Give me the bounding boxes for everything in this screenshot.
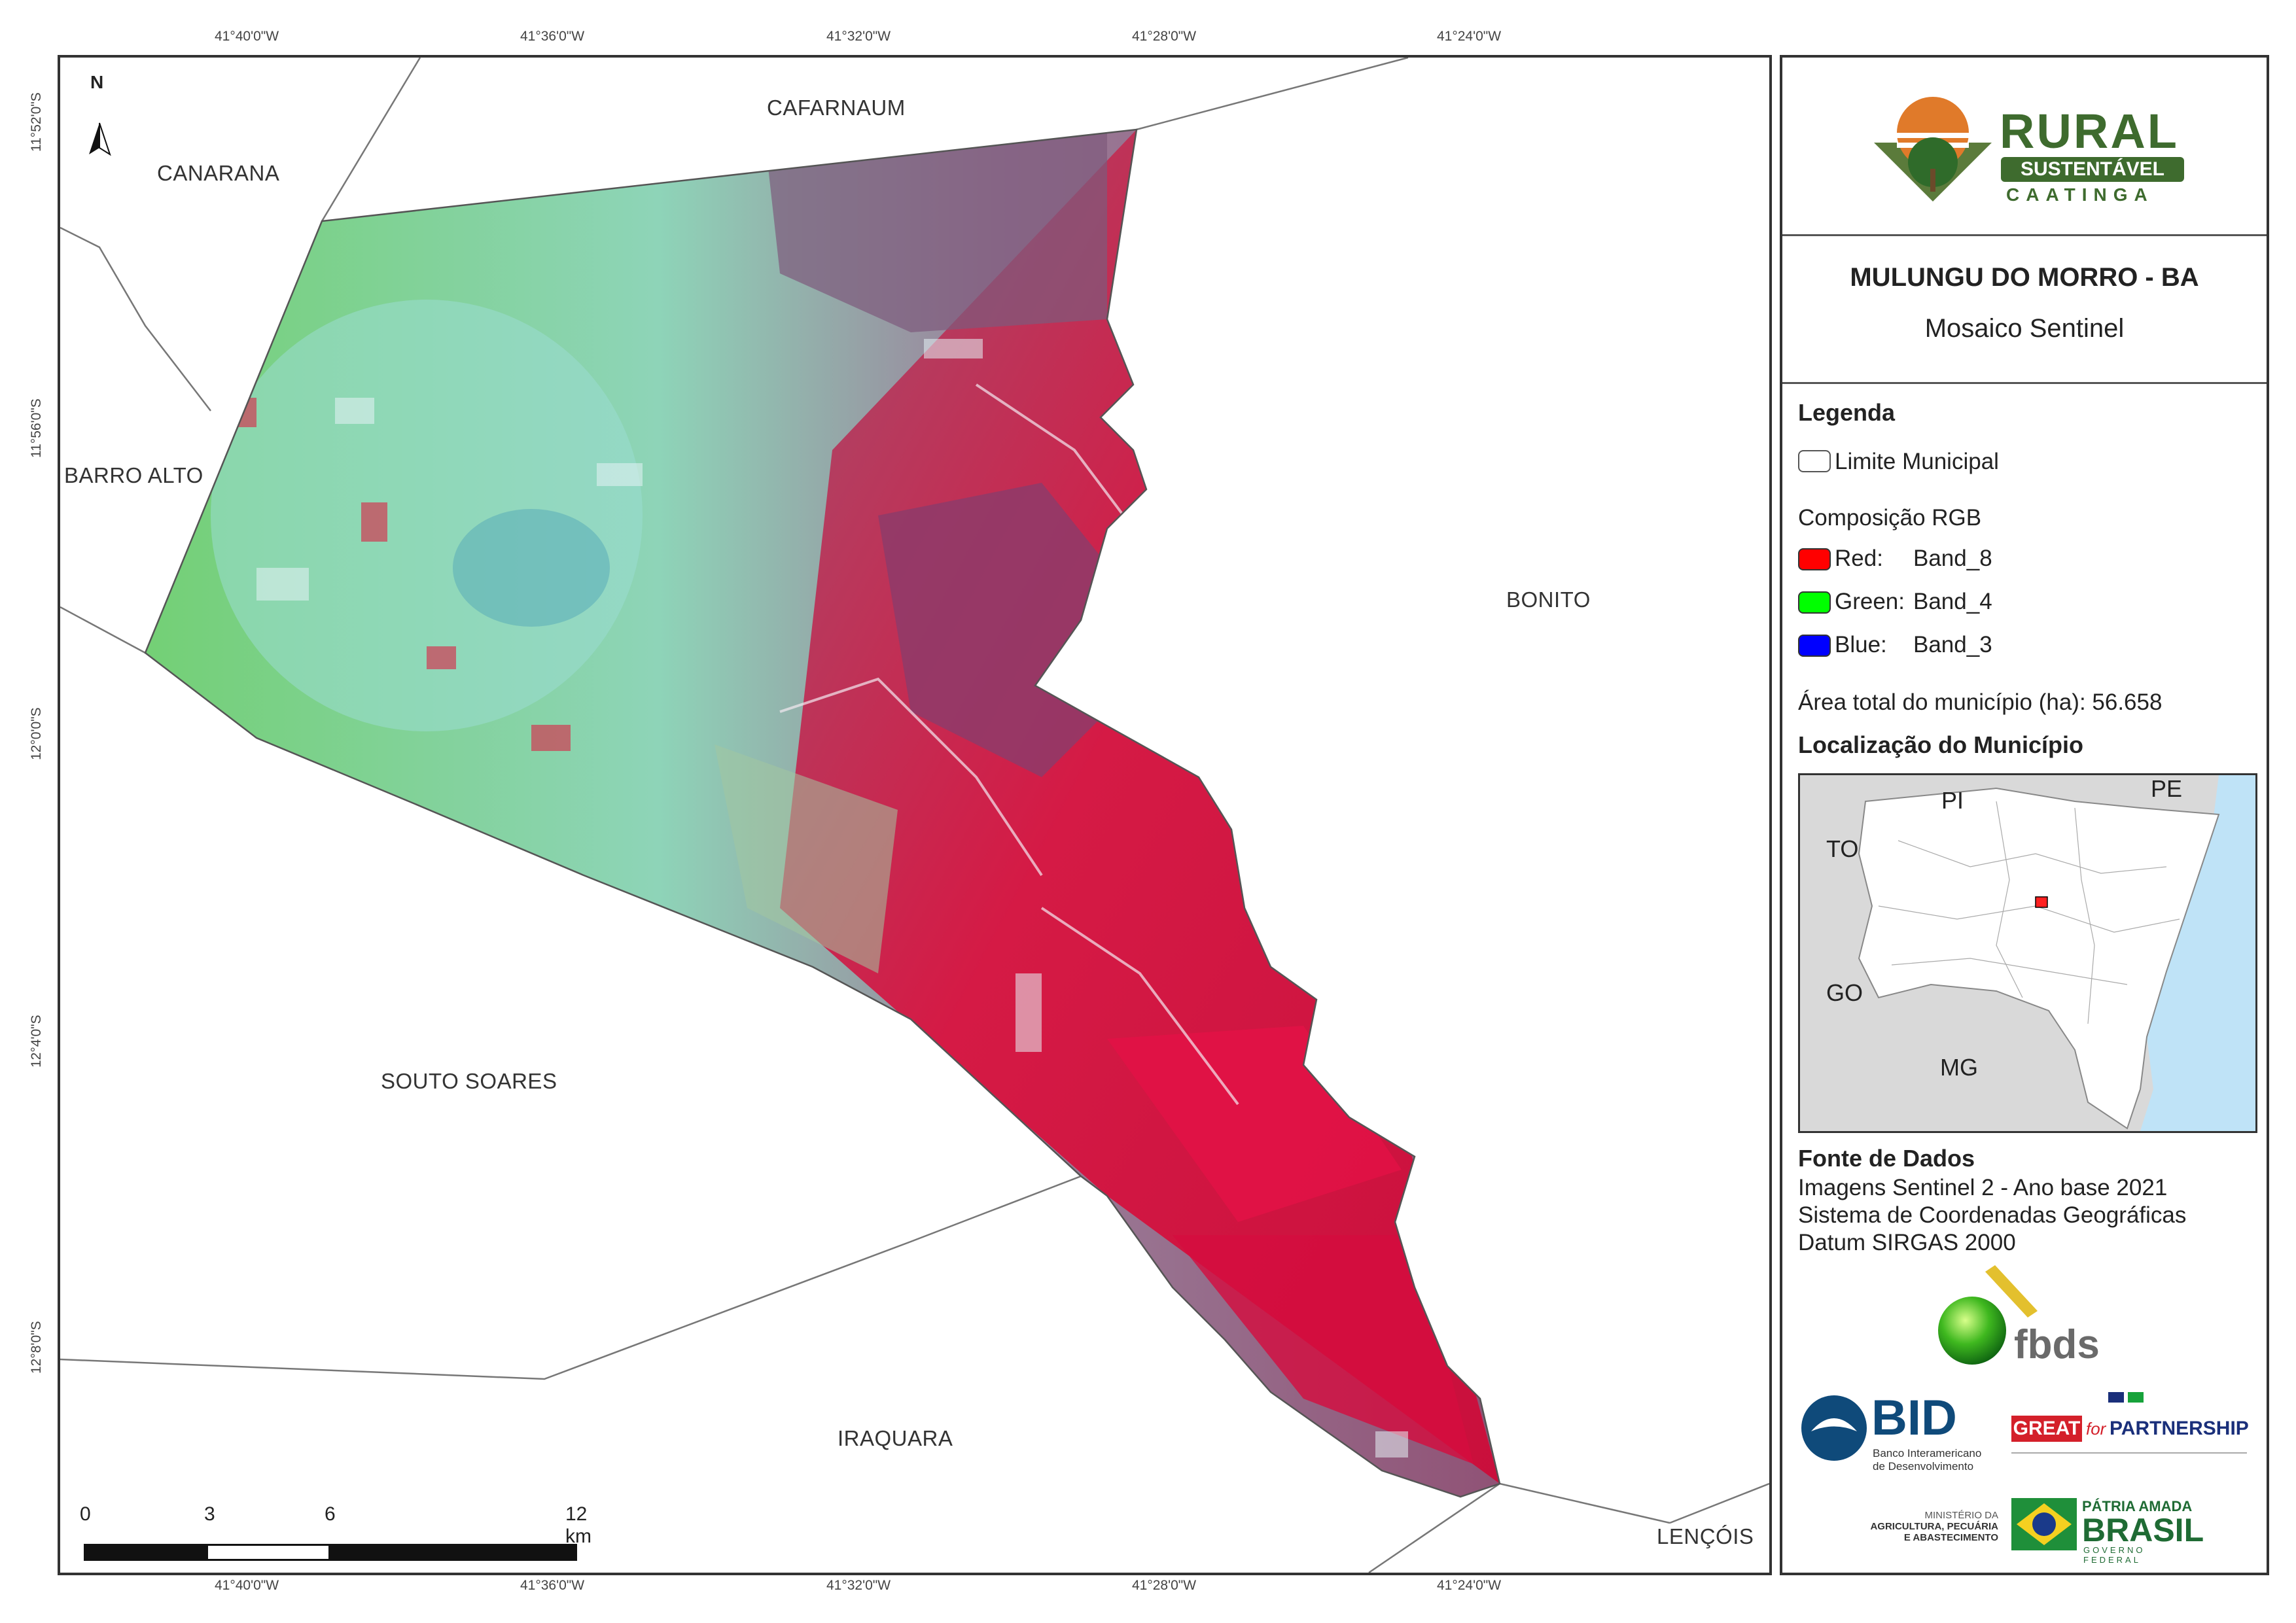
ministerio-logo: MINISTÉRIO DA AGRICULTURA, PECUÁRIA E AB…: [1828, 1510, 1998, 1543]
state-to: TO: [1826, 835, 1859, 862]
top-tick-2: 41°36'0"W: [520, 29, 585, 44]
ministerio-line-2: AGRICULTURA, PECUÁRIA: [1870, 1521, 1998, 1532]
left-tick-5: 12°8'0"S: [29, 1321, 44, 1374]
place-lencois: LENÇÓIS: [1657, 1524, 1754, 1548]
state-go: GO: [1826, 979, 1863, 1006]
legend-red-swatch: [1798, 548, 1831, 570]
scale-label-6: 6: [325, 1503, 336, 1525]
legend-area: Área total do município (ha): 56.658: [1798, 689, 2163, 715]
bottom-tick-1: 41°40'0"W: [215, 1578, 279, 1593]
left-tick-4: 12°4'0"S: [29, 1015, 44, 1068]
brasil-governo-logo: PÁTRIA AMADA BRASIL GOVERNO FEDERAL: [2011, 1498, 2208, 1565]
legend-green-swatch: [1798, 591, 1831, 614]
legend-blue-channel: Blue:: [1835, 632, 1887, 657]
great-text: GREAT: [2011, 1416, 2082, 1442]
bid-sub-1: Banco Interamericano: [1873, 1447, 1982, 1459]
ministerio-line-3: E ABASTECIMENTO: [1903, 1532, 1998, 1543]
legend-rgb-heading: Composição RGB: [1798, 505, 1982, 531]
patria-text: PÁTRIA AMADA: [2082, 1498, 2193, 1514]
scale-label-3: 3: [204, 1503, 215, 1525]
bid-text: BID: [1871, 1390, 1957, 1446]
bid-sub-2: de Desenvolvimento: [1873, 1460, 1974, 1473]
place-barro-alto: BARRO ALTO: [64, 463, 203, 487]
scale-label-12: 12 km: [565, 1503, 592, 1547]
municipal-boundary: [144, 128, 1501, 1498]
legend-red-channel: Red:: [1835, 546, 1883, 571]
scale-bar: 0 3 6 12 km: [80, 1503, 592, 1561]
logo-rural: RURAL: [2000, 104, 2179, 158]
legend-green-channel: Green:: [1835, 589, 1905, 614]
bottom-tick-2: 41°36'0"W: [520, 1578, 585, 1593]
state-pe: PE: [2151, 775, 2183, 802]
great-partnership-logo: GREAT for PARTNERSHIP: [2011, 1392, 2260, 1464]
legend-blue-band: Band_3: [1913, 632, 1992, 657]
logo-sustentavel: SUSTENTÁVEL: [2001, 157, 2184, 182]
legend-green-band: Band_4: [1913, 589, 1992, 614]
sources-heading: Fonte de Dados: [1798, 1145, 1975, 1172]
bid-emblem-icon: [1801, 1395, 1867, 1461]
fbds-text: fbds: [2014, 1322, 2100, 1367]
location-inset: PI PE TO GO MG: [1798, 773, 2257, 1133]
rural-emblem-icon: [1874, 97, 1992, 201]
bottom-tick-3: 41°32'0"W: [826, 1578, 891, 1593]
brasil-text: BRASIL: [2082, 1512, 2204, 1548]
left-tick-2: 11°56'0"S: [29, 398, 44, 458]
bahia-inset-map: [1800, 775, 2255, 1131]
left-tick-1: 11°52'0"S: [29, 92, 44, 152]
brasil-emblem-icon: [2011, 1498, 2077, 1550]
bottom-tick-5: 41°24'0"W: [1437, 1578, 1502, 1593]
place-cafarnaum: CAFARNAUM: [767, 96, 906, 120]
left-tick-3: 12°0'0"S: [29, 707, 44, 760]
legend-red-band: Band_8: [1913, 546, 1992, 571]
fbds-emblem-icon: [1938, 1265, 2038, 1365]
municipality-locator-marker: [2035, 896, 2048, 908]
north-label: N: [90, 72, 104, 92]
rural-sustentavel-logo: RURAL SUSTENTÁVEL CAATINGA: [1861, 97, 2201, 215]
place-bonito: BONITO: [1506, 587, 1591, 612]
map-canvas: [60, 58, 1769, 1573]
great-for-text: for: [2086, 1419, 2106, 1439]
fbds-logo: fbds: [1933, 1265, 2129, 1370]
source-line-1: Imagens Sentinel 2 - Ano base 2021: [1798, 1175, 2168, 1200]
legend-limit-swatch: [1798, 450, 1831, 472]
scale-label-0: 0: [80, 1503, 91, 1525]
bid-logo: BID Banco Interamericano de Desenvolvime…: [1798, 1390, 2007, 1477]
top-tick-3: 41°32'0"W: [826, 29, 891, 44]
map-frame[interactable]: N CAFARNAUM CANARANA BARRO ALTO BONITO S…: [58, 55, 1772, 1575]
state-mg: MG: [1940, 1054, 1978, 1081]
info-panel: RURAL SUSTENTÁVEL CAATINGA MULUNGU DO MO…: [1780, 55, 2269, 1575]
place-souto-soares: SOUTO SOARES: [381, 1069, 557, 1093]
governo-text: GOVERNO FEDERAL: [2083, 1545, 2146, 1565]
source-line-3: Datum SIRGAS 2000: [1798, 1230, 2016, 1255]
brazil-flag-icon: [2128, 1392, 2144, 1403]
bottom-tick-4: 41°28'0"W: [1132, 1578, 1197, 1593]
legend-blue-swatch: [1798, 635, 1831, 657]
map-subtitle: Mosaico Sentinel: [1924, 314, 2125, 343]
place-canarana: CANARANA: [157, 161, 280, 185]
location-heading: Localização do Município: [1798, 731, 2084, 758]
place-iraquara: IRAQUARA: [838, 1426, 953, 1450]
top-tick-4: 41°28'0"W: [1132, 29, 1197, 44]
ministerio-line-1: MINISTÉRIO DA: [1924, 1510, 1998, 1521]
top-tick-5: 41°24'0"W: [1437, 29, 1502, 44]
map-title: MULUNGU DO MORRO - BA: [1850, 263, 2199, 292]
legend-heading: Legenda: [1798, 399, 1896, 426]
logo-caatinga: CAATINGA: [2006, 184, 2154, 205]
uk-flag-icon: [2108, 1392, 2124, 1403]
source-line-2: Sistema de Coordenadas Geográficas: [1798, 1202, 2187, 1228]
legend-limit-label: Limite Municipal: [1835, 449, 1999, 474]
state-pi: PI: [1941, 787, 1964, 814]
great-partnership-text: PARTNERSHIP: [2110, 1418, 2249, 1439]
top-tick-1: 41°40'0"W: [215, 29, 279, 44]
sentinel-mosaic: [145, 130, 1500, 1497]
neighbor-boundaries: [60, 58, 1769, 1573]
north-arrow-icon: [89, 122, 111, 156]
